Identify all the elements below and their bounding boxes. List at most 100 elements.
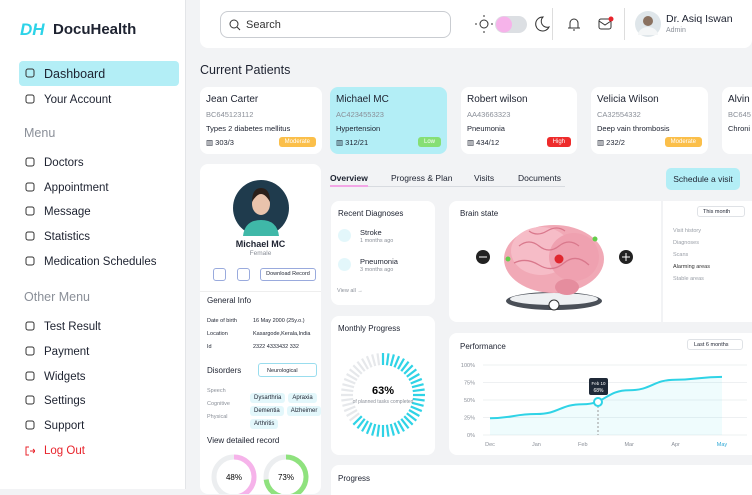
area <box>490 376 722 435</box>
decoration <box>505 256 511 262</box>
nav-icon <box>25 231 35 241</box>
tag: Arthritis <box>250 419 279 429</box>
patient-name: Alvin <box>728 94 750 105</box>
decoration <box>229 19 239 29</box>
progress-tick <box>342 383 355 389</box>
nav-item[interactable]: Medication Schedules <box>19 249 179 274</box>
tab[interactable]: Overview <box>330 173 368 183</box>
download-button[interactable]: Download Record <box>260 268 316 281</box>
y-tick-label: 75% <box>464 381 475 387</box>
diagnosis-name: Pneumonia <box>360 257 398 266</box>
decoration <box>25 371 35 381</box>
nav-item[interactable]: Settings <box>19 388 179 413</box>
notification-icons[interactable] <box>566 15 616 33</box>
patient-card[interactable]: Michael MC AC423455323 Hypertension ▥ 312/2… <box>330 87 447 154</box>
patient-card[interactable]: Robert wilson AA43663323 Pneumonia ▥ 434/12… <box>461 87 577 154</box>
message-button[interactable] <box>237 268 250 281</box>
tooltip-point <box>593 397 603 407</box>
info-value: 2322 4333432 332 <box>253 344 299 350</box>
tag-row: Dysarthria Apraxia <box>250 386 320 404</box>
performance-chart: 0% 25% 50% 75% 100% Dec Jan Feb Mar Apr May Feb 10 6… <box>461 363 747 448</box>
dropdown[interactable]: This month <box>697 206 745 217</box>
logo-text: DocuHealth <box>53 21 137 38</box>
nav-item[interactable]: Appointment <box>19 175 179 200</box>
nav-item[interactable]: Statistics <box>19 224 179 249</box>
decoration <box>252 188 270 202</box>
patient-gender: Female <box>249 250 272 257</box>
dropdown[interactable]: Neurological <box>258 363 317 377</box>
patient-name: Velicia Wilson <box>597 94 659 105</box>
subsection-title: General Info <box>207 296 252 305</box>
nav-label: Payment <box>44 345 90 358</box>
theme-toggle[interactable] <box>475 14 565 34</box>
disorder-label: Speech <box>207 388 226 394</box>
profile-card: Michael MC Female Download Record Genera… <box>200 164 321 494</box>
progress-tick <box>406 412 417 422</box>
progress-tick <box>400 418 410 429</box>
record-rings: 48% 73% <box>211 454 309 494</box>
nav-item[interactable]: Support <box>19 413 179 438</box>
x-tick-label: Jan <box>532 442 541 448</box>
nav-item[interactable]: Your Account <box>19 87 179 112</box>
legend-item: Visit history <box>673 228 702 234</box>
diagnosis-time: 1 months ago <box>360 238 394 244</box>
logout[interactable]: Log Out <box>19 438 179 463</box>
progress-tick <box>412 397 425 402</box>
progress-tick <box>356 361 366 372</box>
nav-item[interactable]: Test Result <box>19 314 179 339</box>
patient-id: BC645123112 <box>206 110 254 119</box>
ring-label: 73% <box>278 473 294 482</box>
nav-icon <box>25 182 35 192</box>
user-name: Dr. Asiq Iswan <box>666 13 733 25</box>
decoration <box>510 293 598 305</box>
decoration <box>598 20 612 26</box>
tag: Dysarthria <box>250 393 286 403</box>
subsection-title: View detailed record <box>207 436 280 445</box>
patient-card[interactable]: Velicia Wilson CA32554332 Deep vain thromb… <box>591 87 708 154</box>
call-button[interactable] <box>213 268 226 281</box>
progress-tick <box>349 368 360 378</box>
nav-item[interactable]: Widgets <box>19 364 179 389</box>
decoration <box>330 185 368 187</box>
other-menu-title: Other Menu <box>24 290 91 304</box>
tab[interactable]: Visits <box>474 173 495 183</box>
diagnosis-icon <box>338 229 351 242</box>
nav-icon <box>25 321 35 331</box>
patient-card[interactable]: Alvin BC645 Chroni <box>722 87 752 154</box>
tag-row: Dementia Alzheimer <box>250 399 321 417</box>
progress-tick <box>343 405 356 413</box>
brain-image <box>476 225 633 311</box>
nav-icon <box>25 206 35 216</box>
info-label: Location <box>207 331 228 337</box>
nav-item[interactable]: Payment <box>19 339 179 364</box>
nav-icon <box>25 68 35 78</box>
tab[interactable]: Documents <box>518 173 561 183</box>
schedule-button[interactable]: Schedule a visit <box>666 168 740 190</box>
avatar <box>635 11 661 37</box>
nav-label: Settings <box>44 394 86 407</box>
card-title: Progress <box>338 474 371 483</box>
patient-condition: Chroni <box>728 124 751 133</box>
search-box[interactable]: Search <box>220 11 451 38</box>
decoration <box>475 15 493 33</box>
progress-tick <box>412 388 425 393</box>
view-all[interactable]: View all → <box>337 288 363 294</box>
nav-label: Doctors <box>44 156 84 169</box>
tab[interactable]: Progress & Plan <box>391 173 453 183</box>
nav-item[interactable]: Message <box>19 199 179 224</box>
decoration <box>513 227 590 270</box>
tooltip-date: Feb 10 <box>591 381 606 386</box>
nav-item[interactable]: Dashboard <box>19 61 179 86</box>
patient-card[interactable]: Jean Carter BC645123112 Types 2 diabetes m… <box>200 87 322 154</box>
nav-label: Test Result <box>44 320 101 333</box>
decoration <box>608 16 614 22</box>
x-tick-label: Dec <box>485 442 495 448</box>
dropdown[interactable]: Last 6 months <box>687 339 743 350</box>
progress-tick <box>389 354 395 367</box>
nav-item[interactable]: Doctors <box>19 150 179 175</box>
patient-id: CA32554332 <box>597 110 641 119</box>
patient-condition: Pneumonia <box>467 124 505 133</box>
card-title: Performance <box>460 342 506 351</box>
brain-legend-card: This month Visit history Diagnoses Scans Al… <box>663 201 752 322</box>
progress-tick <box>352 415 363 426</box>
